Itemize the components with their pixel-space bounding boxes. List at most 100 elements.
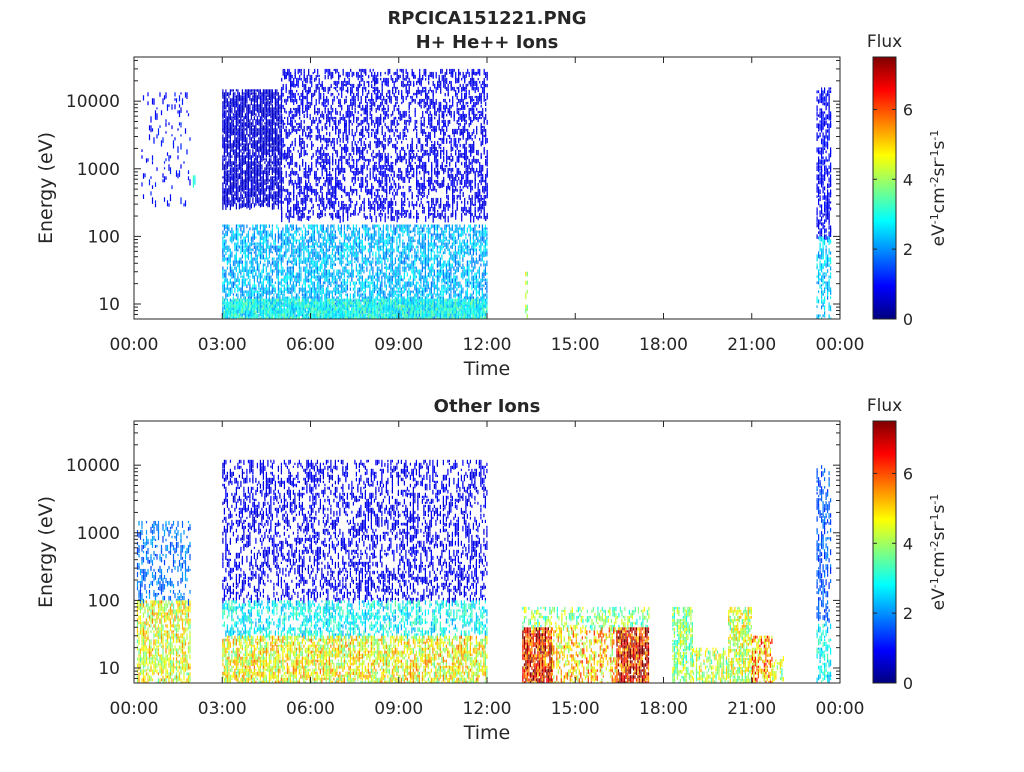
flux-pixel	[450, 212, 452, 218]
flux-pixel	[338, 212, 340, 219]
flux-pixel	[246, 293, 248, 297]
flux-pixel	[461, 98, 463, 103]
flux-pixel	[288, 149, 290, 154]
flux-pixel	[244, 242, 246, 248]
flux-pixel	[479, 206, 481, 211]
flux-pixel	[238, 155, 240, 161]
flux-pixel	[306, 257, 308, 261]
flux-pixel	[360, 185, 362, 193]
flux-pixel	[249, 260, 251, 264]
flux-pixel	[253, 287, 255, 290]
flux-pixel	[255, 167, 257, 172]
flux-pixel	[293, 194, 295, 201]
flux-pixel	[401, 68, 403, 73]
flux-pixel	[447, 134, 449, 137]
flux-pixel	[302, 197, 304, 202]
flux-region	[222, 89, 282, 211]
flux-pixel	[312, 71, 314, 75]
flux-pixel	[300, 287, 302, 292]
flux-pixel	[306, 173, 308, 179]
flux-pixel	[464, 95, 466, 99]
flux-pixel	[229, 107, 231, 113]
flux-pixel	[240, 191, 242, 197]
flux-pixel	[291, 233, 293, 240]
flux-pixel	[383, 116, 385, 123]
flux-pixel	[264, 149, 266, 155]
flux-pixel	[313, 287, 315, 292]
flux-pixel	[362, 104, 364, 111]
flux-pixel	[407, 170, 409, 174]
flux-pixel	[303, 311, 305, 316]
flux-pixel	[308, 101, 310, 104]
flux-pixel	[414, 119, 416, 123]
flux-pixel	[362, 167, 364, 170]
flux-pixel	[326, 176, 328, 181]
flux-pixel	[483, 89, 485, 95]
flux-pixel	[247, 230, 249, 237]
flux-pixel	[281, 176, 283, 182]
flux-pixel	[380, 101, 382, 108]
flux-pixel	[333, 146, 335, 152]
flux-pixel	[316, 281, 318, 288]
flux-pixel	[390, 185, 392, 191]
flux-pixel	[259, 242, 261, 248]
flux-pixel	[287, 188, 289, 193]
flux-pixel	[238, 185, 240, 192]
flux-pixel	[291, 89, 293, 95]
flux-pixel	[288, 95, 290, 99]
flux-pixel	[285, 155, 287, 162]
flux-pixel	[271, 236, 273, 240]
flux-pixel	[435, 152, 437, 159]
flux-pixel	[247, 290, 249, 297]
flux-pixel	[384, 122, 386, 127]
flux-pixel	[312, 116, 314, 124]
flux-pixel	[247, 89, 249, 96]
flux-pixel	[354, 140, 356, 146]
flux-pixel	[326, 152, 328, 160]
flux-pixel	[225, 197, 227, 201]
flux-pixel	[274, 95, 276, 101]
flux-pixel	[474, 170, 476, 176]
flux-pixel	[238, 263, 240, 268]
flux-pixel	[302, 158, 304, 164]
flux-pixel	[345, 128, 347, 135]
flux-pixel	[446, 164, 448, 168]
flux-pixel	[309, 293, 311, 299]
flux-pixel	[422, 143, 424, 151]
flux-pixel	[253, 98, 255, 105]
flux-pixel	[486, 212, 488, 217]
flux-pixel	[258, 275, 260, 279]
flux-pixel	[229, 113, 231, 120]
flux-pixel	[234, 131, 236, 138]
flux-pixel	[288, 74, 290, 82]
flux-pixel	[246, 191, 248, 196]
flux-pixel	[247, 164, 249, 171]
flux-pixel	[368, 131, 370, 138]
flux-pixel	[371, 152, 373, 157]
flux-pixel	[386, 98, 388, 105]
flux-pixel	[276, 200, 278, 203]
flux-pixel	[238, 110, 240, 117]
flux-pixel	[470, 146, 472, 153]
flux-pixel	[284, 164, 286, 168]
flux-pixel	[302, 206, 304, 210]
flux-pixel	[306, 98, 308, 103]
flux-pixel	[437, 158, 439, 166]
flux-pixel	[274, 281, 276, 284]
flux-pixel	[312, 224, 314, 230]
flux-pixel	[252, 275, 254, 278]
flux-pixel	[279, 119, 281, 123]
flux-pixel	[252, 104, 254, 110]
flux-pixel	[268, 245, 270, 251]
flux-pixel	[422, 74, 424, 80]
flux-pixel	[222, 113, 224, 119]
flux-pixel	[241, 224, 243, 227]
flux-pixel	[291, 260, 293, 265]
flux-pixel	[342, 131, 344, 136]
flux-pixel	[425, 101, 427, 108]
flux-pixel	[470, 116, 472, 122]
flux-pixel	[435, 125, 437, 130]
flux-pixel	[419, 89, 421, 95]
flux-pixel	[144, 173, 146, 178]
flux-pixel	[480, 197, 482, 202]
